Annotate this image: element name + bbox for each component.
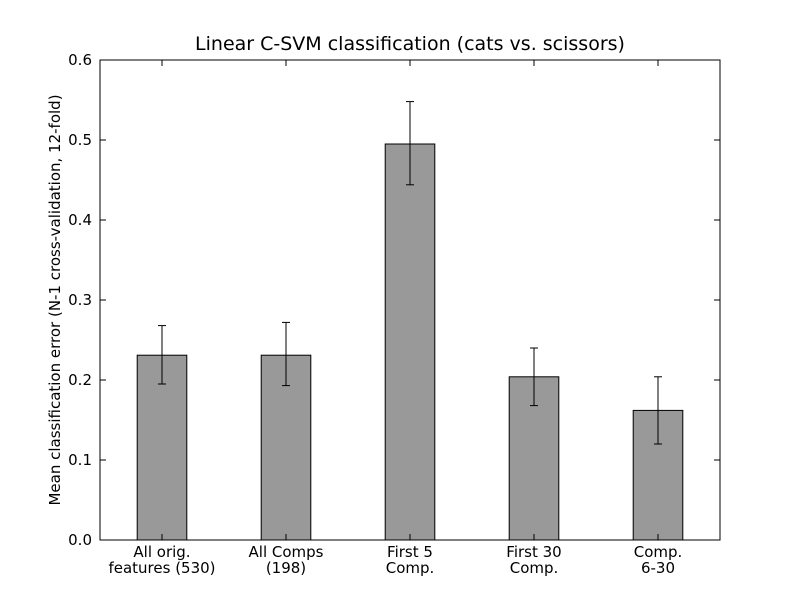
x-tick-label: All orig. features (530)	[108, 543, 215, 577]
x-tick-label-line: Comp.	[510, 559, 559, 577]
x-tick-label-line: Comp.	[634, 543, 683, 561]
x-tick-label-line: All Comps	[249, 543, 324, 561]
y-tick-label: 0.0	[68, 531, 92, 549]
y-tick-label: 0.3	[68, 291, 92, 309]
y-tick-label: 0.4	[68, 211, 92, 229]
bar	[136, 354, 188, 541]
y-tick-label: 0.5	[68, 131, 92, 149]
x-tick-label: First 30 Comp.	[506, 543, 561, 577]
x-tick-label-line: First 5	[387, 543, 433, 561]
x-tick-label: First 5 Comp.	[386, 543, 435, 577]
x-tick-label-line: 6-30	[641, 559, 675, 577]
x-tick-label: Comp. 6-30	[634, 543, 683, 577]
x-tick-label-line: All orig.	[133, 543, 190, 561]
plot-area: 0.0 0.1 0.2 0.3 0.4 0.5 0.6 All orig. features (…	[68, 51, 721, 577]
chart-title: Linear C-SVM classification (cats vs. sc…	[195, 33, 625, 55]
x-tick-label-line: features (530)	[108, 559, 215, 577]
x-tick-label-line: (198)	[266, 559, 306, 577]
x-tick-label-line: Comp.	[386, 559, 435, 577]
bar	[384, 143, 436, 541]
y-axis-label: Mean classification error (N-1 cross-val…	[46, 94, 64, 505]
y-tick-label: 0.6	[68, 51, 92, 69]
y-tick-label: 0.2	[68, 371, 92, 389]
x-tick-label-line: First 30	[506, 543, 561, 561]
y-tick-label: 0.1	[68, 451, 92, 469]
x-tick-label: All Comps (198)	[249, 543, 324, 577]
